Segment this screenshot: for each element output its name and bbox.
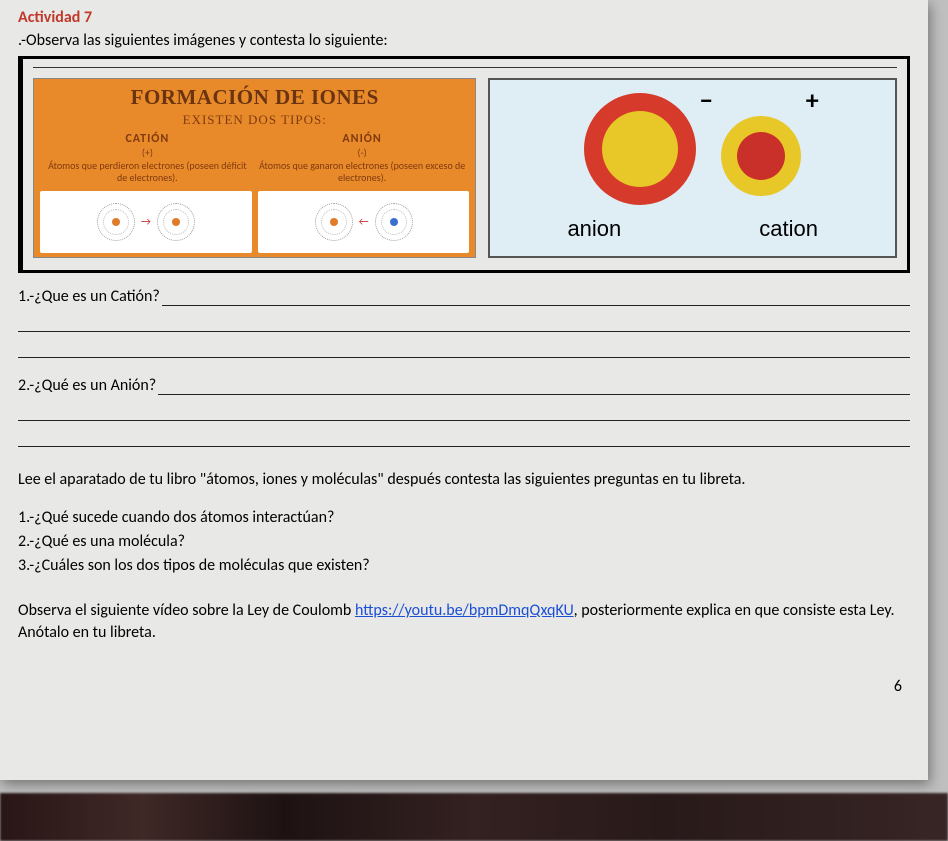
cation-column: CATIÓN (+) Átomos que perdieron electron…	[40, 132, 255, 185]
anion-column: ANIÓN (-) Átomos que ganaron electrones …	[255, 132, 470, 185]
answer-blank[interactable]	[162, 288, 910, 306]
anion-charge: (-)	[259, 147, 466, 160]
sub-question-1: 1.-¿Qué sucede cuando dos átomos interac…	[18, 506, 910, 530]
answer-blank[interactable]	[158, 377, 910, 395]
video-pre-text: Observa el siguiente vídeo sobre la Ley …	[18, 601, 355, 620]
question-1-text: 1.-¿Que es un Catión?	[18, 287, 160, 306]
plus-sign: +	[806, 84, 819, 116]
frame-top-rule	[33, 67, 897, 68]
cation-graphic: +	[717, 90, 805, 208]
ion-formation-card: FORMACIÓN DE IONES EXISTEN DOS TIPOS: CA…	[33, 78, 476, 258]
cation-charge: (+)	[44, 147, 251, 160]
sub-questions: 1.-¿Qué sucede cuando dos átomos interac…	[18, 506, 910, 578]
answer-line[interactable]	[18, 401, 910, 421]
card-subtitle: EXISTEN DOS TIPOS:	[40, 112, 469, 128]
page-number: 6	[18, 677, 910, 696]
minus-sign: −	[700, 84, 713, 116]
card-title: FORMACIÓN DE IONES	[40, 85, 469, 110]
atom-diagram-row: → ←	[40, 191, 469, 253]
cation-diagram: →	[40, 191, 252, 253]
sub-question-2: 2.-¿Qué es una molécula?	[18, 530, 910, 554]
cation-desc: Átomos que perdieron electrones (poseen …	[44, 160, 251, 185]
instruction-text: .-Observa las siguientes imágenes y cont…	[18, 31, 910, 50]
activity-title: Actividad 7	[18, 8, 910, 27]
anion-label: anion	[567, 216, 621, 242]
cation-label: cation	[759, 216, 818, 242]
answer-line[interactable]	[18, 312, 910, 332]
cation-heading: CATIÓN	[44, 132, 251, 147]
photo-background-edge	[0, 793, 948, 841]
question-2: 2.-¿Qué es un Anión?	[18, 376, 910, 395]
answer-line[interactable]	[18, 427, 910, 447]
anion-heading: ANIÓN	[259, 132, 466, 147]
anion-graphic: −	[581, 90, 699, 208]
question-1: 1.-¿Que es un Catión?	[18, 287, 910, 306]
worksheet-page: Actividad 7 .-Observa las siguientes imá…	[0, 0, 928, 780]
anion-diagram: ←	[258, 191, 470, 253]
question-2-text: 2.-¿Qué es un Anión?	[18, 376, 156, 395]
images-row: FORMACIÓN DE IONES EXISTEN DOS TIPOS: CA…	[33, 78, 897, 258]
answer-line[interactable]	[18, 338, 910, 358]
video-link[interactable]: https://youtu.be/bpmDmqQxqKU	[355, 601, 574, 620]
images-frame: FORMACIÓN DE IONES EXISTEN DOS TIPOS: CA…	[18, 56, 910, 273]
sub-question-3: 3.-¿Cuáles son los dos tipos de molécula…	[18, 554, 910, 578]
anion-desc: Átomos que ganaron electrones (poseen ex…	[259, 160, 466, 185]
video-instruction: Observa el siguiente vídeo sobre la Ley …	[18, 600, 910, 643]
anion-icon	[581, 90, 699, 208]
anion-cation-card: − + anion	[488, 78, 897, 258]
reading-instruction: Lee el aparatado de tu libro "átomos, io…	[18, 469, 910, 491]
cation-icon	[717, 90, 805, 208]
